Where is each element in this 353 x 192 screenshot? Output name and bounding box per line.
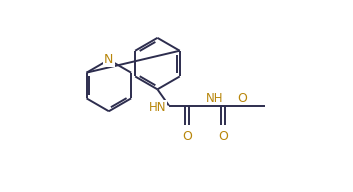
Text: O: O: [237, 92, 247, 105]
Text: N: N: [104, 53, 114, 66]
Text: O: O: [182, 130, 192, 143]
Text: HN: HN: [149, 101, 166, 113]
Text: NH: NH: [206, 92, 223, 105]
Text: O: O: [218, 130, 228, 143]
